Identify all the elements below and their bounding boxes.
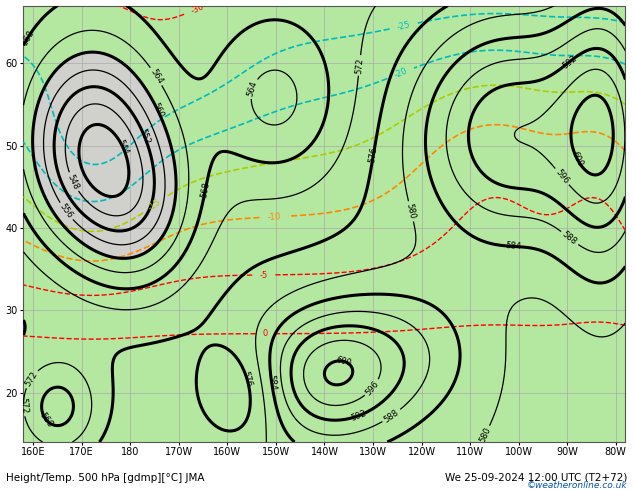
Text: 564: 564 — [148, 67, 164, 86]
Text: 600: 600 — [569, 149, 585, 168]
Text: ©weatheronline.co.uk: ©weatheronline.co.uk — [527, 481, 628, 490]
Text: -20: -20 — [392, 67, 408, 80]
Text: -15: -15 — [146, 197, 163, 212]
Text: 584: 584 — [505, 242, 522, 251]
Text: 544: 544 — [115, 138, 130, 156]
Text: 580: 580 — [478, 426, 493, 444]
Text: -10: -10 — [267, 212, 281, 221]
Text: 568: 568 — [38, 411, 55, 429]
Text: -30: -30 — [189, 1, 205, 16]
Text: 580: 580 — [404, 202, 417, 220]
Text: 568: 568 — [200, 181, 211, 198]
Text: -25: -25 — [396, 20, 411, 32]
Text: 592: 592 — [560, 53, 579, 70]
Text: 556: 556 — [58, 202, 74, 220]
Text: 560: 560 — [150, 101, 165, 120]
Text: 572: 572 — [18, 398, 29, 415]
Text: 552: 552 — [138, 128, 152, 146]
Text: -5: -5 — [259, 270, 268, 279]
Text: 584: 584 — [266, 374, 277, 391]
Text: 564: 564 — [246, 80, 259, 98]
Text: 596: 596 — [364, 379, 381, 397]
Text: 592: 592 — [350, 409, 368, 423]
Text: 596: 596 — [553, 168, 571, 186]
Text: 572: 572 — [354, 57, 365, 74]
Text: 600: 600 — [335, 355, 352, 368]
Text: 576: 576 — [240, 370, 254, 388]
Text: We 25-09-2024 12:00 UTC (T2+72): We 25-09-2024 12:00 UTC (T2+72) — [445, 473, 628, 483]
Text: 548: 548 — [66, 173, 81, 191]
Text: 572: 572 — [23, 370, 39, 388]
Text: 588: 588 — [382, 408, 401, 424]
Text: 0: 0 — [262, 329, 268, 338]
Text: 568: 568 — [20, 28, 36, 47]
Text: 588: 588 — [560, 229, 579, 246]
Text: Height/Temp. 500 hPa [gdmp][°C] JMA: Height/Temp. 500 hPa [gdmp][°C] JMA — [6, 473, 205, 483]
Text: 576: 576 — [368, 146, 379, 163]
